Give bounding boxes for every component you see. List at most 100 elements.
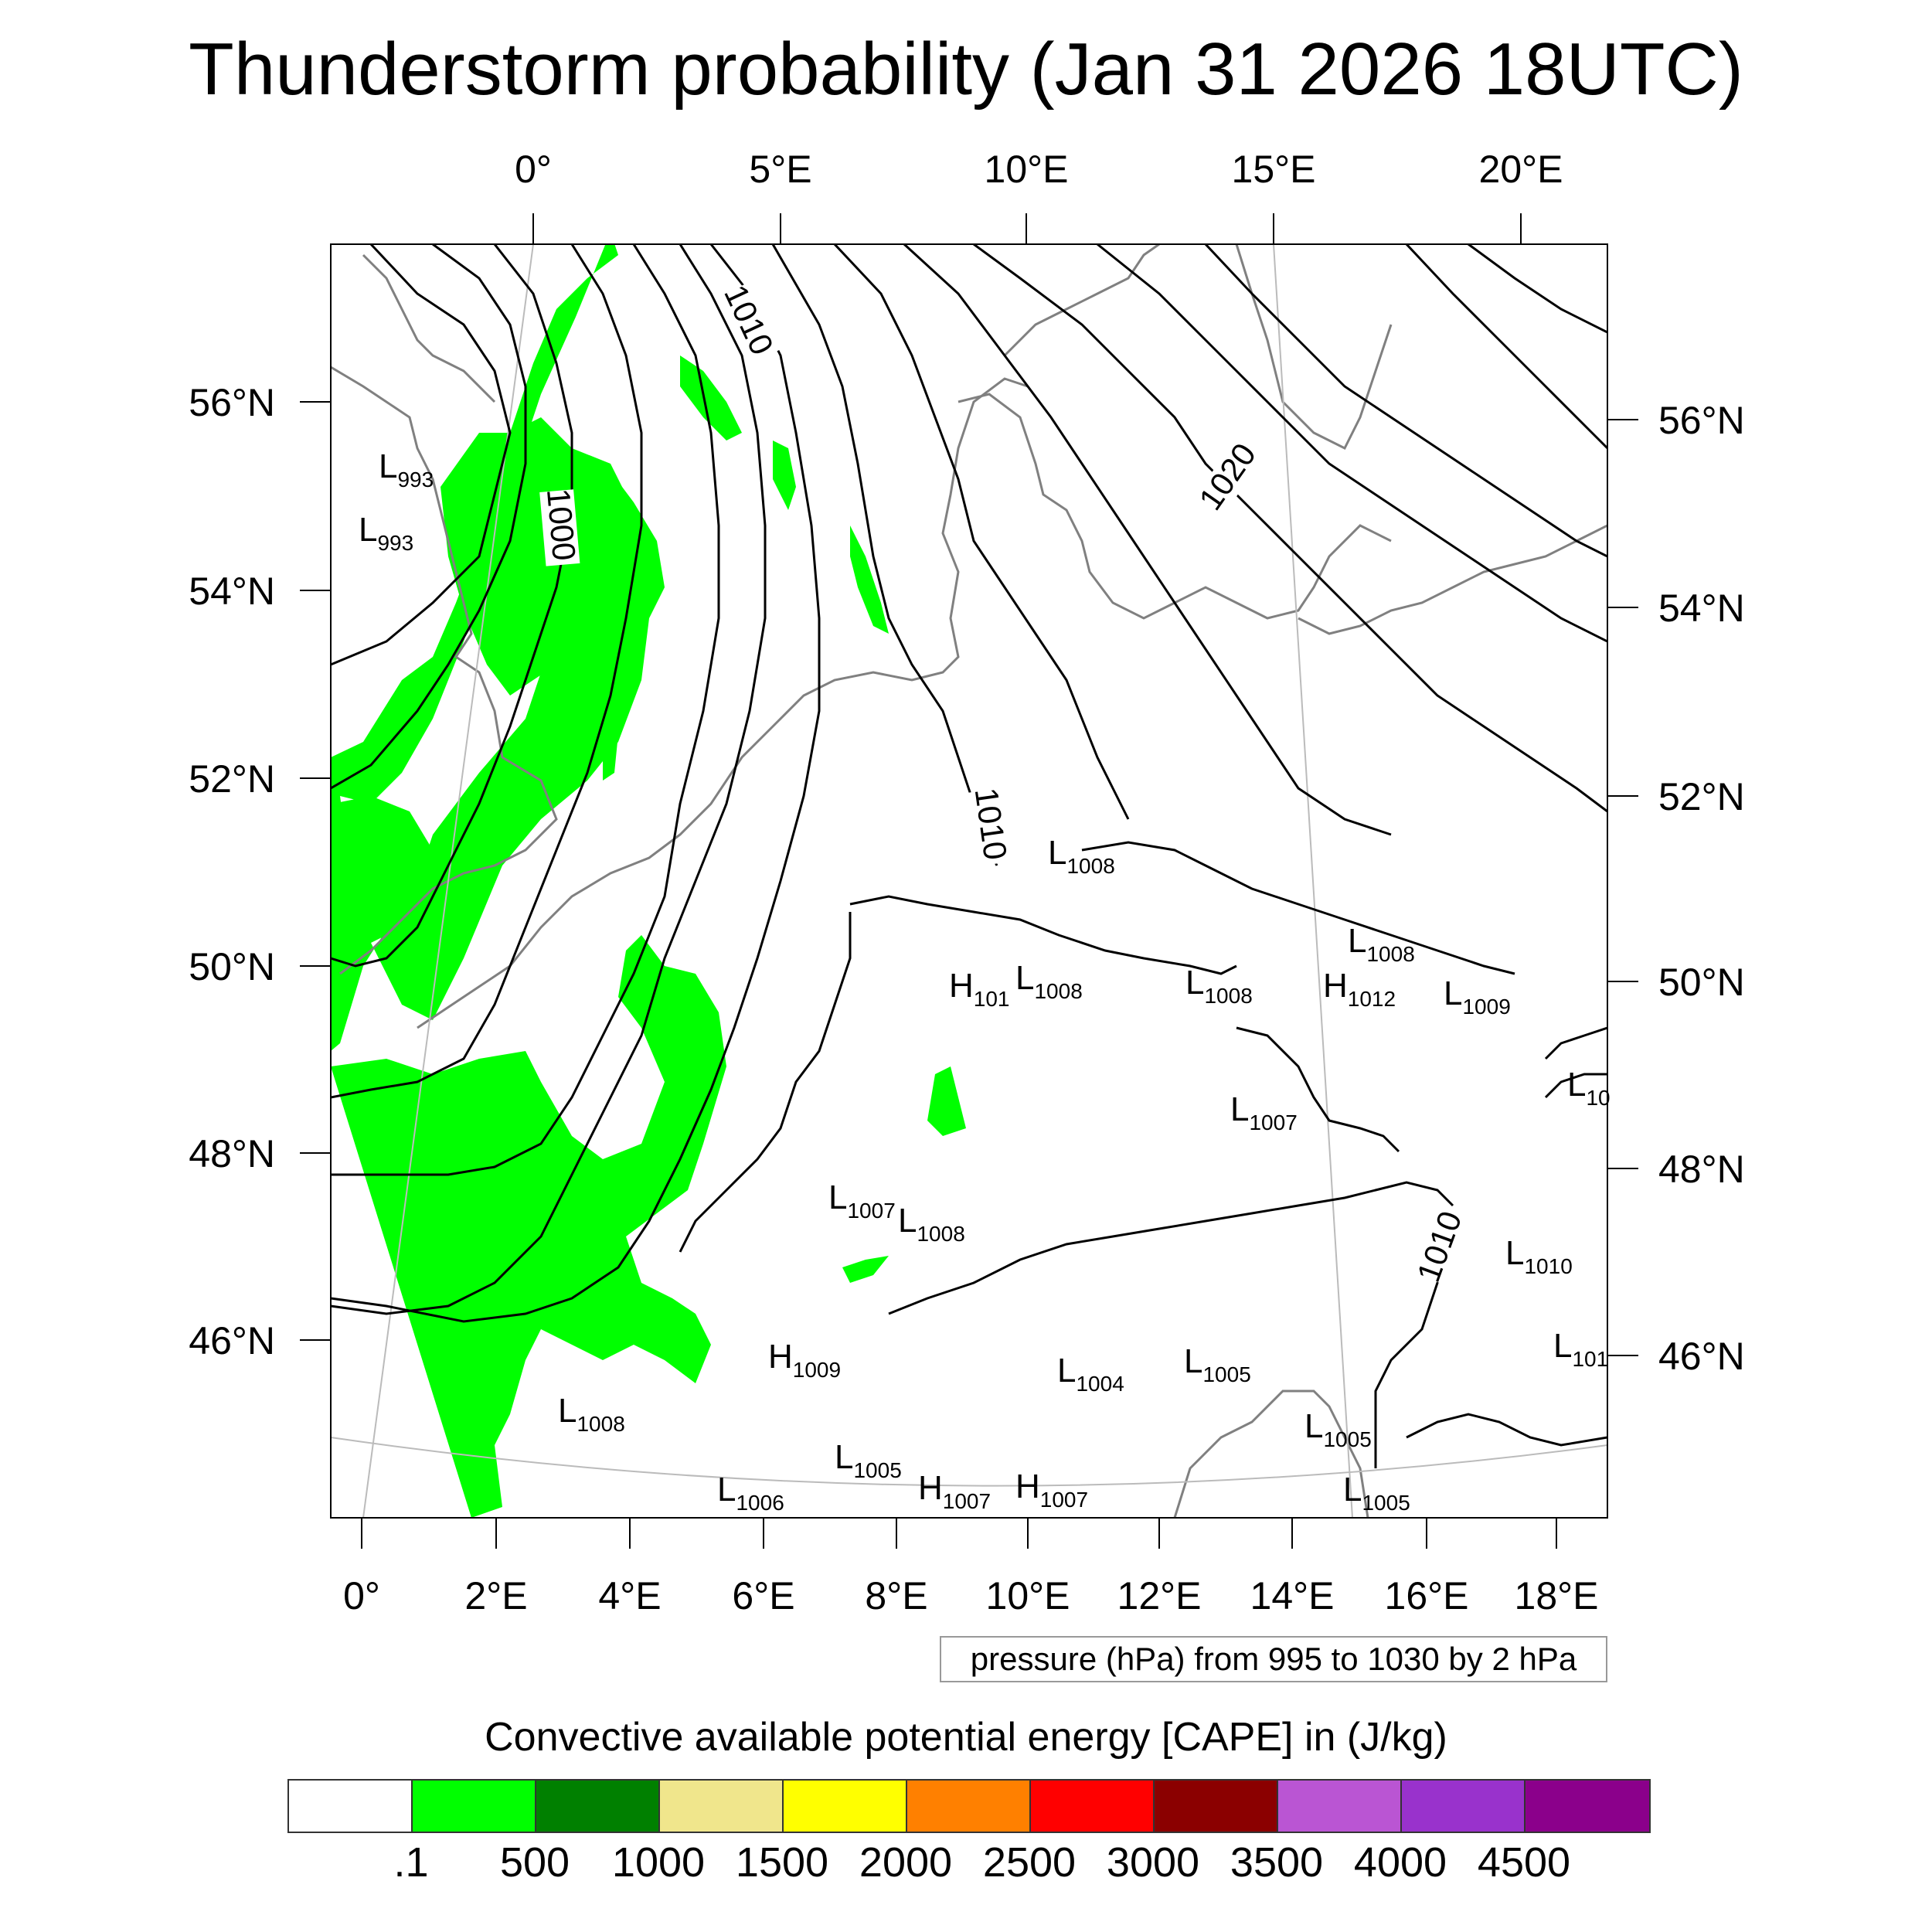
left-lat-label: 48°N — [189, 1132, 275, 1175]
right-lat-label: 56°N — [1658, 399, 1745, 442]
pressure-center: L1008 — [1185, 964, 1253, 1008]
pressure-center: L1008 — [898, 1202, 965, 1246]
isobar-4 — [331, 244, 643, 1099]
isobar-19 — [888, 1181, 1454, 1315]
right-lat-label: 50°N — [1658, 961, 1745, 1004]
cape-area-germany — [927, 1066, 966, 1136]
colorbar-label: .1 — [393, 1839, 429, 1886]
isobar-9 — [833, 244, 1130, 820]
isobar-12 — [1097, 244, 1607, 643]
right-lat-labels: 56°N 54°N 52°N 50°N 48°N 46°N — [1658, 399, 1745, 1378]
pressure-center: L1009 — [1444, 975, 1511, 1019]
pressure-center: H1012 — [1323, 967, 1396, 1011]
bottom-lon-label: 16°E — [1385, 1574, 1469, 1617]
left-lat-label: 54°N — [189, 570, 275, 613]
left-lat-label: 52°N — [189, 757, 275, 801]
bottom-lon-labels: 0° 2°E 4°E 6°E 8°E 10°E 12°E 14°E 16°E 1… — [343, 1574, 1598, 1617]
pressure-center: L101 — [1553, 1327, 1608, 1371]
pressure-center: H101 — [949, 967, 1010, 1011]
cape-area-northsea-3 — [850, 526, 889, 634]
cape-colorbar — [287, 1779, 1651, 1833]
contour-label-1010-north: 1010 — [717, 280, 781, 365]
isobar-14 — [1405, 244, 1607, 450]
colorbar-swatch — [1155, 1781, 1278, 1832]
plot-frame — [330, 243, 1608, 1519]
colorbar-label: 2000 — [859, 1839, 953, 1886]
pressure-center: H1007 — [1015, 1468, 1088, 1512]
colorbar-swatch — [289, 1781, 413, 1832]
isobar-3 — [331, 244, 573, 968]
coast-sweden-east — [1235, 244, 1393, 451]
isobar-17 — [849, 895, 1237, 975]
map-title: Thunderstorm probability (Jan 31 2026 18… — [189, 28, 1743, 111]
bottom-lon-label: 0° — [343, 1574, 380, 1617]
contour-label-1020: 1020 — [1192, 434, 1267, 516]
cape-fill-areas — [331, 244, 966, 1518]
contour-label-1000: 1000 — [539, 487, 583, 566]
cape-area-alps — [842, 1256, 889, 1283]
colorbar-swatch — [1526, 1781, 1649, 1832]
pressure-center: L1005 — [1304, 1407, 1372, 1451]
colorbar-swatch — [1402, 1781, 1526, 1832]
pressure-center: L1005 — [1184, 1342, 1251, 1386]
pressure-center: L1008 — [1048, 834, 1115, 878]
coast-adriatic — [1173, 1389, 1369, 1518]
colorbar-label: 2500 — [982, 1839, 1077, 1886]
contour-label-text: 1010 — [717, 280, 781, 361]
isobar-15 — [1468, 244, 1607, 334]
isobar-10 — [903, 244, 1392, 836]
top-lon-label: 0° — [515, 148, 552, 191]
cape-area-channel — [332, 796, 433, 943]
cape-area-belgium — [603, 726, 618, 781]
isobar-18 — [679, 912, 852, 1253]
bottom-lon-label: 6°E — [732, 1574, 794, 1617]
right-lat-label: 46°N — [1658, 1335, 1745, 1378]
colorbar-label: 3000 — [1106, 1839, 1200, 1886]
colorbar-label: 500 — [499, 1839, 570, 1886]
colorbar-label: 4000 — [1353, 1839, 1447, 1886]
colorbar-swatch — [784, 1781, 907, 1832]
meridian-15e — [1273, 244, 1353, 1518]
pressure-center: H1009 — [768, 1338, 841, 1382]
bottom-lon-label: 12°E — [1117, 1574, 1202, 1617]
colorbar-swatch — [1031, 1781, 1155, 1832]
isobar-11 — [973, 244, 1607, 813]
pressure-center: L10 — [1567, 1066, 1611, 1110]
cape-area-england-east — [440, 417, 626, 696]
colorbar-swatch — [907, 1781, 1031, 1832]
pressure-center: L1008 — [1348, 922, 1415, 966]
top-lon-labels: 0° 5°E 10°E 15°E 20°E — [515, 148, 1563, 191]
top-lon-label: 5°E — [749, 148, 811, 191]
pressure-center: L1005 — [835, 1438, 902, 1482]
isobars — [331, 244, 1607, 1468]
cape-area-northsea-1 — [680, 355, 742, 440]
isobar-13 — [1204, 244, 1607, 558]
colorbar-swatch — [660, 1781, 784, 1832]
contour-label-1010-south: 1010 — [1410, 1203, 1471, 1287]
isobar-7 — [331, 244, 821, 1323]
contour-label-1010-mid: 1010 — [967, 785, 1015, 866]
right-lat-label: 52°N — [1658, 775, 1745, 818]
isobar-6 — [331, 244, 767, 1315]
colorbar-swatch — [536, 1781, 660, 1832]
colorbar-label: 4500 — [1477, 1839, 1571, 1886]
pressure-center: L1008 — [558, 1392, 625, 1436]
left-lat-label: 56°N — [189, 381, 275, 424]
pressure-center: L1007 — [1230, 1090, 1298, 1134]
coast-continent — [417, 377, 1029, 1029]
top-lon-label: 20°E — [1479, 148, 1563, 191]
pressure-center: H1007 — [918, 1469, 991, 1513]
contour-label-text: 1010 — [968, 785, 1015, 862]
parallel-45n — [331, 1437, 1607, 1487]
coast-sweden — [1003, 244, 1160, 357]
right-lat-label: 48°N — [1658, 1148, 1745, 1191]
right-lat-label: 54°N — [1658, 587, 1745, 630]
colorbar-swatch — [413, 1781, 536, 1832]
bottom-lon-label: 10°E — [986, 1574, 1070, 1617]
pressure-centers: L993 L993 L1008 L1008 H101 L1008 L1008 H… — [359, 447, 1611, 1515]
pressure-center: L993 — [359, 511, 413, 555]
pressure-center: L1007 — [828, 1179, 896, 1223]
cape-area-northsea-2 — [773, 440, 796, 510]
isobar-2 — [331, 244, 527, 790]
